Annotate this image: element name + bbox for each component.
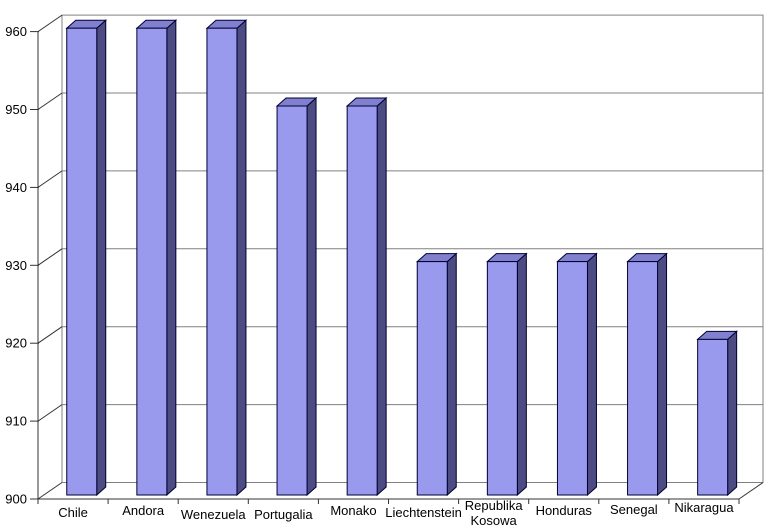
y-axis-depth-tick — [37, 404, 63, 422]
y-axis-depth-tick — [37, 92, 63, 110]
bar-portugalia-side-face — [306, 96, 317, 497]
floor-right-edge — [738, 482, 764, 500]
x-axis-label: Wenezuela — [181, 507, 247, 522]
y-axis-depth-tick — [37, 14, 63, 33]
bar-wenezuela-side-face — [236, 19, 247, 497]
bar-republika-kosowa-side-face — [516, 252, 527, 497]
bar-monako — [346, 105, 378, 496]
bar-chile-side-face — [96, 19, 107, 497]
bar-portugalia — [276, 105, 308, 496]
floor-left-edge — [37, 482, 63, 500]
x-axis-label: Chile — [58, 505, 88, 520]
bar-monako-side-face — [376, 96, 387, 497]
y-axis-tick-label: 920 — [5, 336, 27, 351]
bar-senegal-side-face — [657, 252, 668, 497]
bar-andora — [136, 27, 168, 496]
x-axis-label: Liechtenstein — [385, 505, 462, 520]
y-axis-tick-label: 930 — [5, 258, 27, 273]
x-axis-label: Senegal — [610, 502, 658, 517]
x-axis-label: Portugalia — [254, 507, 313, 522]
x-axis-label: Monako — [330, 503, 376, 518]
bar-senegal — [627, 261, 659, 496]
y-axis-tick-label: 960 — [5, 24, 27, 39]
bar-andora-side-face — [166, 19, 177, 497]
y-axis-tick-label: 910 — [5, 414, 27, 429]
x-axis-label-line: Republika — [465, 498, 524, 513]
bar-chile — [66, 27, 98, 496]
x-axis-label: Republika Kosowa — [465, 498, 524, 528]
y-axis-tick-label: 900 — [5, 492, 27, 507]
y-axis-depth-tick — [37, 248, 63, 266]
y-axis-depth-tick — [37, 326, 63, 344]
x-axis-label: Nikaragua — [674, 500, 734, 515]
bar-liechtenstein — [416, 261, 448, 496]
bar-honduras-side-face — [586, 252, 597, 497]
bar-honduras — [556, 261, 588, 496]
bar-liechtenstein-side-face — [446, 252, 457, 497]
y-axis-tick-label: 940 — [5, 180, 27, 195]
bar-nikaragua — [697, 338, 729, 496]
bar-republika-kosowa — [486, 261, 518, 496]
bar-wenezuela — [206, 27, 238, 496]
bar-nikaragua-side-face — [727, 330, 738, 497]
y-axis-tick-label: 950 — [5, 102, 27, 117]
y-axis-depth-tick — [37, 170, 63, 188]
x-axis-label: Honduras — [536, 503, 593, 518]
x-axis-label: Andora — [122, 503, 165, 518]
x-axis-label-line: Kosowa — [471, 513, 518, 528]
